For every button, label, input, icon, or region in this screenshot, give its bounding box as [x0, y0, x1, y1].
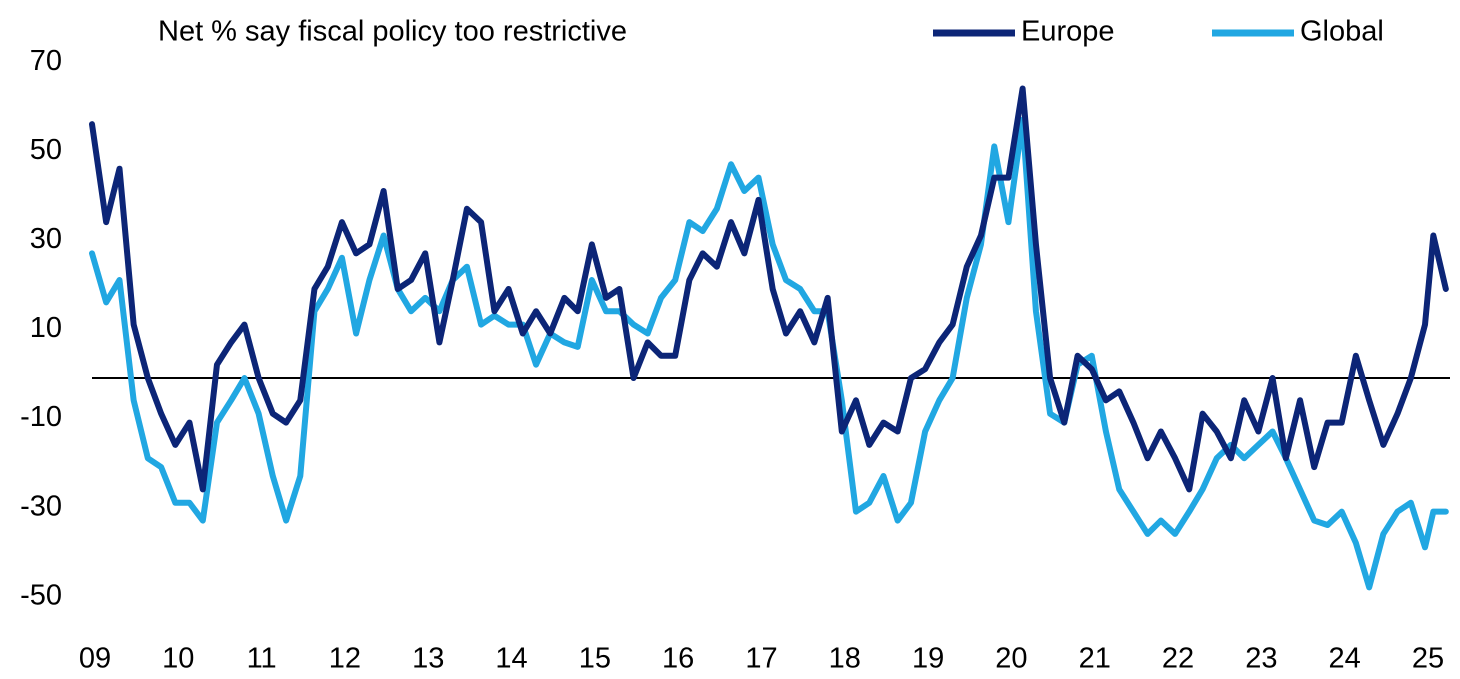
legend-label: Global — [1300, 16, 1384, 48]
series-line — [89, 85, 1449, 493]
x-tick-label: 20 — [995, 643, 1027, 675]
x-tick-label: 11 — [247, 643, 277, 675]
x-tick-label: 21 — [1079, 643, 1111, 675]
x-tick-label: 17 — [745, 643, 777, 675]
legend-label: Europe — [1021, 16, 1115, 48]
x-tick-label: 16 — [662, 643, 694, 675]
y-tick-label: -50 — [20, 579, 62, 611]
x-tick-label: 10 — [162, 643, 194, 675]
x-tick-label: 19 — [912, 643, 944, 675]
x-tick-label: 24 — [1329, 643, 1361, 675]
x-tick-label: 14 — [495, 643, 527, 675]
y-tick-label: 10 — [30, 312, 62, 344]
x-tick-label: 22 — [1162, 643, 1194, 675]
x-tick-label: 18 — [829, 643, 861, 675]
x-tick-label: 09 — [79, 643, 111, 675]
y-tick-label: 50 — [30, 134, 62, 166]
x-tick-label: 15 — [579, 643, 611, 675]
x-tick-label: 12 — [329, 643, 361, 675]
y-tick-label: -10 — [20, 401, 62, 433]
chart-title: Net % say fiscal policy too restrictive — [158, 16, 627, 48]
series-line — [89, 116, 1449, 591]
y-tick-label: -30 — [20, 490, 62, 522]
x-tick-label: 13 — [412, 643, 444, 675]
x-tick-label: 23 — [1245, 643, 1277, 675]
x-tick-label: 25 — [1412, 643, 1444, 675]
y-tick-label: 30 — [30, 223, 62, 255]
y-tick-label: 70 — [30, 45, 62, 77]
